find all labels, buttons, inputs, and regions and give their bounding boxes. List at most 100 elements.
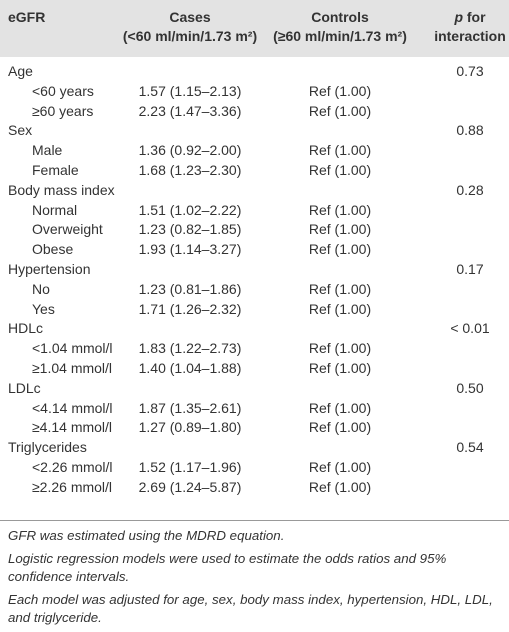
- p-value: 0.73: [456, 63, 484, 79]
- cases-cell: 1.23 (0.82–1.85): [138, 221, 242, 238]
- controls-cell: Ref (1.00): [308, 399, 372, 416]
- row-label: ≥2.26 mmol/l: [32, 478, 113, 495]
- footnote: Logistic regression models were used to …: [8, 550, 447, 585]
- header-text: Cases: [169, 9, 211, 25]
- header-cases: Cases (<60 ml/min/1.73 m²): [105, 8, 275, 46]
- p-value: < 0.01: [450, 320, 490, 337]
- header-egfr: eGFR: [8, 9, 46, 25]
- table-row: ≥1.04 mmol/l 1.40 (1.04–1.88) Ref (1.00): [0, 359, 509, 379]
- table-row: <1.04 mmol/l 1.83 (1.22–2.73) Ref (1.00): [0, 339, 509, 359]
- header-text: p: [454, 9, 463, 25]
- controls-cell: Ref (1.00): [308, 280, 372, 297]
- controls-cell: Ref (1.00): [308, 458, 372, 475]
- controls-cell: Ref (1.00): [308, 359, 372, 376]
- group-row: Age 0.73: [0, 62, 509, 82]
- group-label: Age: [8, 63, 33, 79]
- cases-cell: 1.87 (1.35–2.61): [138, 399, 242, 416]
- table-row: <60 years 1.57 (1.15–2.13) Ref (1.00): [0, 82, 509, 102]
- row-label: Male: [32, 142, 63, 159]
- cases-cell: 1.36 (0.92–2.00): [138, 142, 242, 159]
- table-body: Age 0.73 <60 years 1.57 (1.15–2.13) Ref (1.0…: [0, 62, 509, 498]
- header-text: Controls: [311, 9, 369, 25]
- controls-cell: Ref (1.00): [308, 161, 372, 178]
- row-label: ≥60 years: [32, 102, 94, 119]
- group-row: HDLc < 0.01: [0, 319, 509, 339]
- cases-cell: 2.23 (1.47–3.36): [138, 102, 242, 119]
- cases-cell: 2.69 (1.24–5.87): [138, 478, 242, 495]
- table-row: Normal 1.51 (1.02–2.22) Ref (1.00): [0, 201, 509, 221]
- row-label: <1.04 mmol/l: [32, 340, 113, 357]
- group-label: LDLc: [8, 379, 41, 396]
- group-label: Triglycerides: [8, 439, 87, 456]
- cases-cell: 1.57 (1.15–2.13): [138, 82, 242, 99]
- controls-cell: Ref (1.00): [308, 478, 372, 495]
- row-label: Obese: [32, 241, 74, 258]
- header-p: p for interaction: [425, 8, 509, 46]
- controls-cell: Ref (1.00): [308, 201, 372, 218]
- cases-cell: 1.93 (1.14–3.27): [138, 241, 242, 258]
- row-label: ≥1.04 mmol/l: [32, 359, 113, 376]
- group-row: Triglycerides 0.54: [0, 438, 509, 458]
- table-row: Female 1.68 (1.23–2.30) Ref (1.00): [0, 161, 509, 181]
- p-value: 0.28: [456, 181, 484, 198]
- header-text: for: [466, 9, 486, 25]
- row-label: Overweight: [32, 221, 103, 238]
- group-label: HDLc: [8, 320, 44, 337]
- table-rule: [0, 520, 509, 521]
- controls-cell: Ref (1.00): [308, 82, 372, 99]
- row-label: <4.14 mmol/l: [32, 399, 113, 416]
- cases-cell: 1.51 (1.02–2.22): [138, 201, 242, 218]
- header-text: interaction: [434, 28, 506, 44]
- p-value: 0.54: [456, 439, 484, 456]
- table-row: ≥4.14 mmol/l 1.27 (0.89–1.80) Ref (1.00): [0, 418, 509, 438]
- row-label: Normal: [32, 201, 78, 218]
- row-label: <60 years: [32, 82, 94, 99]
- table-row: Overweight 1.23 (0.82–1.85) Ref (1.00): [0, 220, 509, 240]
- controls-cell: Ref (1.00): [308, 419, 372, 436]
- table-row: Obese 1.93 (1.14–3.27) Ref (1.00): [0, 240, 509, 260]
- cases-cell: 1.52 (1.17–1.96): [138, 458, 242, 475]
- footnote: GFR was estimated using the MDRD equatio…: [8, 528, 285, 543]
- table-row: No 1.23 (0.81–1.86) Ref (1.00): [0, 280, 509, 300]
- group-label: Body mass index: [8, 181, 115, 198]
- footnotes: GFR was estimated using the MDRD equatio…: [8, 527, 503, 632]
- cases-cell: 1.27 (0.89–1.80): [138, 419, 242, 436]
- table-row: Yes 1.71 (1.26–2.32) Ref (1.00): [0, 300, 509, 320]
- table-row: <4.14 mmol/l 1.87 (1.35–2.61) Ref (1.00): [0, 399, 509, 419]
- group-row: Body mass index 0.28: [0, 181, 509, 201]
- p-value: 0.17: [456, 260, 484, 277]
- header-text: p for: [425, 8, 509, 27]
- controls-cell: Ref (1.00): [308, 340, 372, 357]
- table-row: Male 1.36 (0.92–2.00) Ref (1.00): [0, 141, 509, 161]
- row-label: Female: [32, 161, 79, 178]
- group-row: Sex 0.88: [0, 121, 509, 141]
- header-controls: Controls (≥60 ml/min/1.73 m²): [255, 8, 425, 46]
- header-text: (<60 ml/min/1.73 m²): [122, 28, 258, 44]
- row-label: Yes: [32, 300, 55, 317]
- cases-cell: 1.40 (1.04–1.88): [138, 359, 242, 376]
- controls-cell: Ref (1.00): [308, 142, 372, 159]
- cases-cell: 1.71 (1.26–2.32): [138, 300, 242, 317]
- table-header: eGFR Cases (<60 ml/min/1.73 m²) Controls…: [0, 0, 509, 57]
- table-row: <2.26 mmol/l 1.52 (1.17–1.96) Ref (1.00): [0, 458, 509, 478]
- cases-cell: 1.23 (0.81–1.86): [138, 280, 242, 297]
- group-row: Hypertension 0.17: [0, 260, 509, 280]
- group-row: LDLc 0.50: [0, 379, 509, 399]
- controls-cell: Ref (1.00): [308, 221, 372, 238]
- group-label: Sex: [8, 122, 33, 139]
- cases-cell: 1.68 (1.23–2.30): [138, 161, 242, 178]
- row-label: ≥4.14 mmol/l: [32, 419, 113, 436]
- controls-cell: Ref (1.00): [308, 241, 372, 258]
- controls-cell: Ref (1.00): [308, 102, 372, 119]
- table-row: ≥60 years 2.23 (1.47–3.36) Ref (1.00): [0, 102, 509, 122]
- cases-cell: 1.83 (1.22–2.73): [138, 340, 242, 357]
- footnote: Each model was adjusted for age, sex, bo…: [8, 591, 493, 626]
- header-text: (≥60 ml/min/1.73 m²): [273, 28, 407, 44]
- group-label: Hypertension: [8, 260, 91, 277]
- table-row: ≥2.26 mmol/l 2.69 (1.24–5.87) Ref (1.00): [0, 478, 509, 498]
- p-value: 0.50: [456, 379, 484, 396]
- controls-cell: Ref (1.00): [308, 300, 372, 317]
- row-label: No: [32, 280, 50, 297]
- row-label: <2.26 mmol/l: [32, 458, 113, 475]
